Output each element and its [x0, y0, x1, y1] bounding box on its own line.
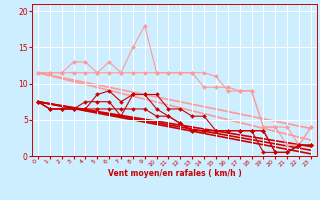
X-axis label: Vent moyen/en rafales ( km/h ): Vent moyen/en rafales ( km/h )	[108, 169, 241, 178]
